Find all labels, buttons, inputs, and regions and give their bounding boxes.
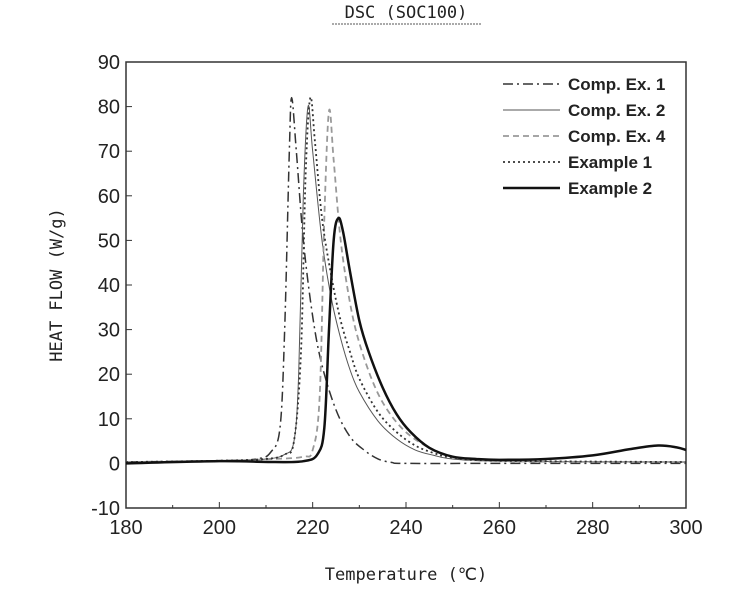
y-tick-label: 80 <box>98 97 120 119</box>
x-tick-label: 300 <box>669 517 702 539</box>
series-line-example-2 <box>126 218 686 464</box>
x-tick-label: 220 <box>296 517 329 539</box>
y-axis-label: HEAT FLOW (W/g) <box>47 208 67 362</box>
y-tick-label: 70 <box>98 141 120 163</box>
x-tick-label: 200 <box>203 517 236 539</box>
legend-label: Comp. Ex. 4 <box>568 127 666 146</box>
legend-label: Example 1 <box>568 153 652 172</box>
series-line-example-1 <box>126 97 686 462</box>
x-axis-label: Temperature (℃) <box>325 565 487 585</box>
legend-label: Example 2 <box>568 179 652 198</box>
y-tick-label: 20 <box>98 364 120 386</box>
y-tick-label: 60 <box>98 186 120 208</box>
x-tick-label: 180 <box>109 517 142 539</box>
chart-title: DSC (SOC100) <box>345 3 468 23</box>
y-tick-label: 10 <box>98 409 120 431</box>
x-tick-label: 260 <box>483 517 516 539</box>
y-tick-label: 0 <box>109 453 120 475</box>
dsc-chart: DSC (SOC100) 180 200 220 240 260 280 300 -10 0 10… <box>0 0 736 589</box>
y-tick-label: 40 <box>98 275 120 297</box>
y-tick-label: 90 <box>98 52 120 74</box>
x-tick-label: 240 <box>389 517 422 539</box>
legend-label: Comp. Ex. 1 <box>568 75 665 94</box>
y-tick-label: -10 <box>91 498 120 520</box>
legend-label: Comp. Ex. 2 <box>568 101 665 120</box>
y-tick-label: 50 <box>98 230 120 252</box>
y-tick-label: 30 <box>98 320 120 342</box>
x-tick-label: 280 <box>576 517 609 539</box>
